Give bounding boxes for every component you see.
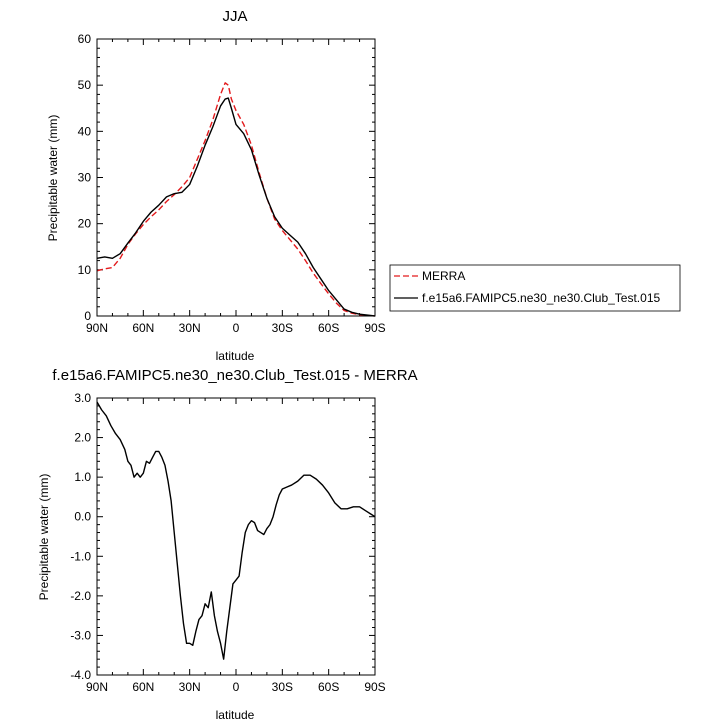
top-y-tick-label: 30	[78, 171, 92, 185]
top-x-tick-labels: 90N 60N 30N 0 30S 60S 90S	[86, 321, 386, 335]
bottom-x-tick-label: 90N	[86, 680, 108, 694]
bottom-x-tick-labels: 90N 60N 30N 0 30S 60S 90S	[86, 680, 386, 694]
legend-label-model: f.e15a6.FAMIPC5.ne30_ne30.Club_Test.015	[422, 291, 660, 305]
bottom-x-tick-label: 30N	[179, 680, 201, 694]
bottom-y-tick-label: -2.0	[70, 589, 91, 603]
top-y-tick-label: 0	[84, 309, 91, 323]
top-plot-frame	[96, 38, 376, 317]
bottom-x-tick-label: 0	[233, 680, 240, 694]
top-y-tick-label: 20	[78, 217, 92, 231]
top-y-tick-label: 10	[78, 263, 92, 277]
top-y-tick-label: 40	[78, 124, 92, 138]
bottom-y-tick-label: 0.0	[74, 510, 91, 524]
bottom-panel: f.e15a6.FAMIPC5.ne30_ne30.Club_Test.015 …	[37, 367, 418, 722]
bottom-y-axis-title: Precipitable water (mm)	[37, 474, 51, 601]
bottom-y-tick-label: 3.0	[74, 391, 91, 405]
top-x-axis-title: latitude	[216, 349, 255, 363]
top-y-tick-label: 50	[78, 78, 92, 92]
top-chart-title: JJA	[222, 8, 247, 25]
bottom-x-tick-label: 90S	[364, 680, 385, 694]
top-panel: JJA 90N 60N 30N 0 30S 60S 90S 0 10 20 30 40 50 60 la…	[46, 8, 386, 363]
bottom-y-tick-label: -4.0	[70, 668, 91, 682]
bottom-y-tick-label: -3.0	[70, 628, 91, 642]
top-x-tick-label: 90N	[86, 321, 108, 335]
top-y-tick-labels: 0 10 20 30 40 50 60	[78, 32, 92, 323]
bottom-plot-frame	[96, 397, 376, 676]
top-tick-marks	[96, 38, 376, 317]
bottom-x-tick-label: 30S	[272, 680, 293, 694]
top-x-tick-label: 30S	[272, 321, 293, 335]
bottom-series-lines	[96, 401, 376, 660]
top-x-tick-label: 60S	[318, 321, 339, 335]
legend-box	[389, 264, 681, 312]
bottom-y-tick-label: 2.0	[74, 431, 91, 445]
bottom-chart-title: f.e15a6.FAMIPC5.ne30_ne30.Club_Test.015 …	[52, 367, 417, 384]
bottom-series-model-line	[96, 401, 376, 660]
bottom-y-tick-label: -1.0	[70, 549, 91, 563]
bottom-y-tick-label: 1.0	[74, 470, 91, 484]
bottom-x-tick-label: 60S	[318, 680, 339, 694]
top-series-lines	[96, 82, 376, 317]
legend-label-merra: MERRA	[422, 269, 465, 283]
top-series-model-line	[96, 97, 376, 317]
bottom-x-tick-label: 60N	[132, 680, 154, 694]
top-x-tick-label: 60N	[132, 321, 154, 335]
bottom-tick-marks	[96, 397, 376, 676]
top-x-tick-label: 0	[233, 321, 240, 335]
bottom-x-axis-title: latitude	[216, 708, 255, 722]
top-series-merra-line	[96, 82, 376, 317]
top-y-tick-label: 60	[78, 32, 92, 46]
top-x-tick-label: 30N	[179, 321, 201, 335]
bottom-y-tick-labels: -4.0 -3.0 -2.0 -1.0 0.0 1.0 2.0 3.0	[70, 391, 91, 682]
top-y-axis-title: Precipitable water (mm)	[46, 115, 60, 242]
top-x-tick-label: 90S	[364, 321, 385, 335]
legend: MERRA f.e15a6.FAMIPC5.ne30_ne30.Club_Tes…	[389, 264, 681, 312]
